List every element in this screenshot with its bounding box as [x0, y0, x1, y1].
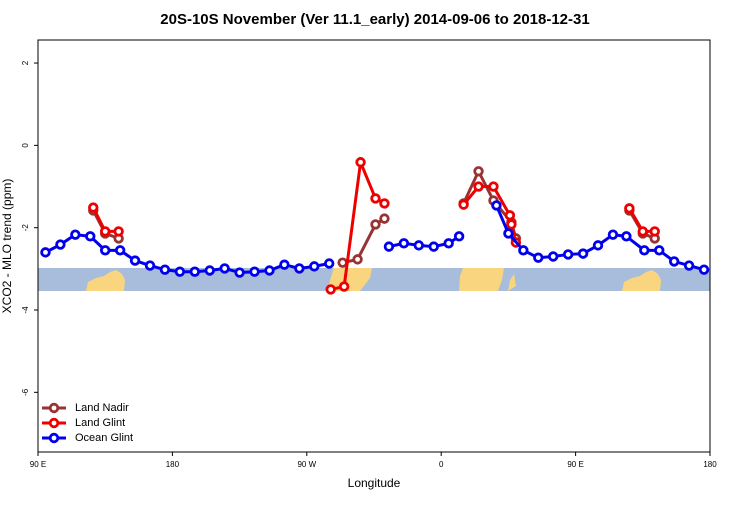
- data-point: [473, 166, 484, 177]
- y-tick-label: 2: [21, 60, 30, 65]
- data-point: [592, 240, 604, 251]
- data-point: [337, 257, 348, 268]
- data-point: [99, 245, 111, 256]
- legend-swatch-marker: [48, 432, 60, 444]
- x-axis-label: Longitude: [348, 476, 401, 490]
- legend-label: Land Glint: [75, 417, 125, 429]
- data-point: [174, 266, 186, 277]
- data-point: [55, 239, 66, 250]
- x-tick-label: 90 E: [30, 460, 46, 469]
- data-point: [506, 219, 517, 230]
- data-point: [491, 200, 502, 211]
- data-point: [428, 241, 439, 252]
- x-tick-label: 180: [166, 460, 180, 469]
- data-point: [370, 219, 381, 230]
- data-point: [379, 198, 390, 209]
- legend-swatch-marker: [48, 402, 60, 414]
- data-point: [324, 258, 335, 269]
- series: [88, 166, 660, 268]
- data-point: [352, 254, 363, 265]
- x-tick-label: 180: [703, 460, 717, 469]
- y-tick-label: 0: [21, 143, 30, 148]
- x-tick-label: 90 W: [297, 460, 316, 469]
- data-point: [264, 265, 275, 276]
- series: [88, 156, 660, 295]
- data-point: [473, 181, 484, 192]
- data-point: [503, 228, 514, 239]
- data-point: [279, 259, 290, 270]
- data-point: [458, 199, 469, 210]
- data-point: [639, 245, 650, 256]
- data-point: [443, 238, 454, 249]
- data-point: [113, 226, 124, 237]
- data-point: [234, 267, 245, 278]
- y-tick-label: -6: [21, 388, 30, 396]
- y-tick-label: -2: [21, 224, 30, 232]
- data-point: [577, 248, 589, 259]
- data-point: [562, 249, 574, 260]
- data-point: [129, 255, 141, 266]
- land-patch: [459, 268, 516, 291]
- data-point: [488, 181, 499, 192]
- land-patch: [328, 268, 372, 291]
- data-point: [533, 252, 544, 263]
- chart-title: 20S-10S November (Ver 11.1_early) 2014-0…: [160, 11, 589, 28]
- data-point: [144, 260, 156, 271]
- legend: Land Nadir Land Glint Ocean Glint: [42, 402, 133, 444]
- data-point: [40, 247, 51, 258]
- series-line: [342, 217, 386, 265]
- data-point: [88, 202, 99, 213]
- data-point: [607, 229, 619, 240]
- legend-label: Ocean Glint: [75, 432, 133, 444]
- data-point: [668, 256, 680, 267]
- data-point: [637, 226, 648, 237]
- x-tick-label: 0: [439, 460, 444, 469]
- data-point: [649, 226, 660, 237]
- data-point: [654, 245, 665, 256]
- data-point: [114, 245, 126, 256]
- land-patch: [86, 270, 125, 291]
- data-point: [219, 263, 230, 274]
- x-tick-label: 90 E: [567, 460, 583, 469]
- data-point: [548, 251, 559, 262]
- y-tick-label: -4: [21, 306, 30, 314]
- data-point: [624, 203, 635, 214]
- data-point: [85, 231, 96, 242]
- series: [40, 200, 710, 278]
- data-point: [370, 193, 381, 204]
- data-point: [683, 260, 695, 271]
- data-point: [383, 241, 395, 252]
- data-point: [294, 263, 305, 274]
- data-point: [379, 213, 390, 224]
- map-strip: [38, 268, 710, 291]
- data-point: [159, 264, 171, 275]
- data-point: [518, 245, 529, 256]
- data-point: [398, 238, 410, 249]
- data-point: [338, 281, 350, 292]
- data-point: [355, 157, 366, 168]
- legend-swatch-marker: [48, 417, 60, 429]
- data-point: [189, 266, 200, 277]
- data-point: [504, 210, 516, 221]
- land-patch: [622, 270, 661, 291]
- data-point: [70, 229, 81, 240]
- data-point: [249, 266, 260, 277]
- data-point: [453, 231, 465, 242]
- data-point: [325, 284, 336, 295]
- plot-frame: [37, 39, 711, 453]
- data-point: [621, 231, 632, 242]
- ocean-strip: [38, 268, 710, 291]
- data-point: [413, 240, 424, 251]
- data-point: [204, 265, 215, 276]
- data-point: [698, 264, 710, 275]
- legend-label: Land Nadir: [75, 402, 129, 414]
- data-point: [309, 261, 320, 272]
- data-point: [99, 226, 111, 237]
- y-axis-label: XCO2 - MLO trend (ppm): [0, 179, 14, 314]
